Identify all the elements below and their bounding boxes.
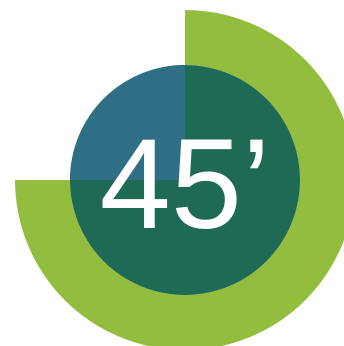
progress-ring — [15, 10, 344, 346]
center-disc — [70, 65, 300, 295]
minutes-value-label: 45’ — [100, 113, 271, 256]
